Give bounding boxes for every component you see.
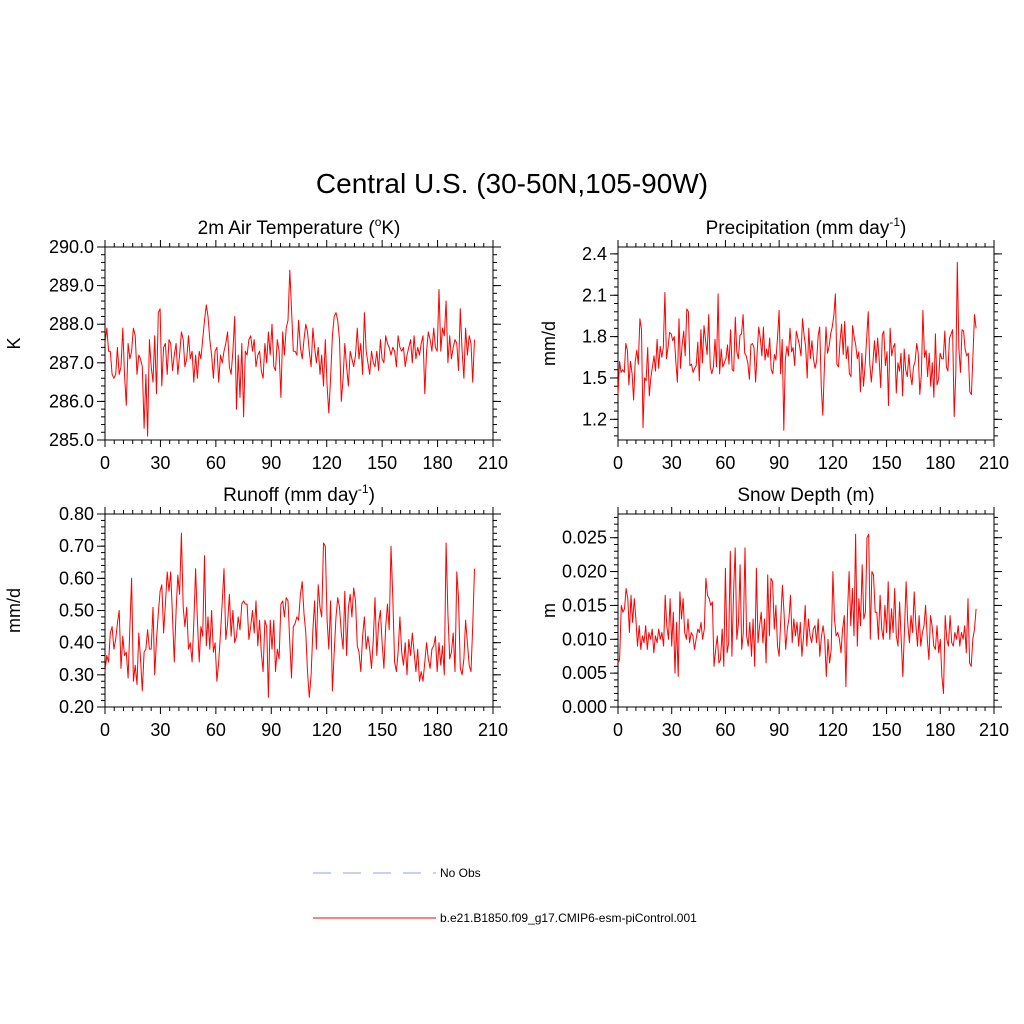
legend-label-no-obs: No Obs [440,866,481,880]
x-tick-label: 30 [662,453,682,473]
x-tick-label: 90 [261,720,281,740]
y-tick-label: 0.025 [562,528,607,548]
panel-title: Runoff (mm day-1) [223,482,375,506]
panel-title-superscript: -1 [889,215,900,229]
y-tick-label: 285.0 [49,430,94,450]
x-tick-label: 90 [261,453,281,473]
panel-title-tail: K) [381,218,400,239]
panel-title: Snow Depth (m) [737,485,874,506]
panel-title: Precipitation (mm day-1) [706,215,907,239]
x-tick-label: 60 [715,720,735,740]
x-tick-label: 180 [423,453,453,473]
y-tick-label: 288.0 [49,314,94,334]
y-tick-label: 287.0 [49,353,94,373]
plot-frame [617,513,995,708]
main-title: Central U.S. (30-50N,105-90W) [316,168,708,199]
x-tick-label: 150 [872,453,902,473]
x-tick-label: 210 [478,453,508,473]
y-tick-label: 290.0 [49,237,94,257]
x-tick-label: 0 [613,453,623,473]
y-axis-label: mm/d [539,321,559,366]
x-tick-label: 30 [150,720,170,740]
y-tick-label: 0.80 [59,504,94,524]
series-line-precipitation [617,261,977,431]
x-tick-label: 60 [715,453,735,473]
y-tick-label: 1.5 [582,368,607,388]
x-tick-label: 120 [818,720,848,740]
panel-title-main: Snow Depth (m) [737,485,874,506]
panel-runoff: 0 30 60 90 120 150 180 210 0.20 0.30 0.40 0.50 0.60 0… [4,482,508,740]
x-tick-label: 210 [979,720,1009,740]
series-line-air-temperature [104,269,475,437]
x-tick-label: 150 [367,453,397,473]
y-axis-label: m [539,603,559,618]
panel-snow-depth: 0 30 60 90 120 150 180 210 0.000 0.005 0.010 0.015 0… [539,485,1009,740]
y-tick-label: 1.2 [582,409,607,429]
y-tick-label: 0.010 [562,629,607,649]
panel-title-tail: ) [369,485,375,506]
legend: No Obs b.e21.B1850.f09_g17.CMIP6-esm-piC… [313,866,697,925]
x-tick-label: 150 [872,720,902,740]
x-tick-label: 120 [312,720,342,740]
x-tick-label: 60 [206,453,226,473]
y-axis-label: K [4,337,24,349]
x-tick-label: 150 [367,720,397,740]
y-tick-label: 0.020 [562,562,607,582]
y-tick-label: 0.000 [562,697,607,717]
y-tick-label: 0.60 [59,568,94,588]
x-tick-label: 0 [613,720,623,740]
panel-title-main: Precipitation (mm day [706,218,890,239]
x-tick-label: 60 [206,720,226,740]
y-tick-label: 2.1 [582,285,607,305]
series-line-snow-depth [617,533,977,694]
y-tick-label: 0.20 [59,697,94,717]
x-tick-label: 0 [100,453,110,473]
x-tick-label: 210 [478,720,508,740]
y-tick-label: 2.4 [582,244,607,264]
x-tick-label: 120 [312,453,342,473]
x-tick-label: 90 [769,453,789,473]
y-tick-label: 0.015 [562,595,607,615]
y-tick-label: 0.50 [59,601,94,621]
panel-title: 2m Air Temperature (oK) [198,215,401,239]
y-tick-label: 1.8 [582,327,607,347]
panel-title-tail: ) [900,218,906,239]
y-tick-label: 0.70 [59,536,94,556]
panel-title-superscript: o [375,215,382,229]
x-tick-label: 180 [423,720,453,740]
x-tick-label: 180 [925,720,955,740]
y-tick-label: 0.40 [59,633,94,653]
x-tick-label: 30 [662,720,682,740]
series-line-runoff [104,532,475,698]
panel-title-main: Runoff (mm day [223,485,358,506]
y-axis-label: mm/d [4,588,24,633]
x-tick-label: 180 [925,453,955,473]
x-tick-label: 120 [818,453,848,473]
panel-title-main: 2m Air Temperature ( [198,218,376,239]
y-tick-label: 286.0 [49,391,94,411]
x-tick-label: 0 [100,720,110,740]
x-tick-label: 90 [769,720,789,740]
x-tick-label: 30 [150,453,170,473]
panels: 0 30 60 90 120 150 180 210 285.0 286.0 287.0 288.0 2… [4,215,1009,740]
panel-title-superscript: -1 [358,482,369,496]
x-tick-label: 210 [979,453,1009,473]
panel-precipitation: 0 30 60 90 120 150 180 210 1.2 1.5 1.8 2.1 2.4 mm/d Pr… [539,215,1009,473]
legend-label-model: b.e21.B1850.f09_g17.CMIP6-esm-piControl.… [440,911,697,925]
y-tick-label: 0.005 [562,663,607,683]
panel-air-temperature: 0 30 60 90 120 150 180 210 285.0 286.0 287.0 288.0 2… [4,215,508,473]
y-tick-label: 289.0 [49,276,94,296]
y-tick-label: 0.30 [59,665,94,685]
